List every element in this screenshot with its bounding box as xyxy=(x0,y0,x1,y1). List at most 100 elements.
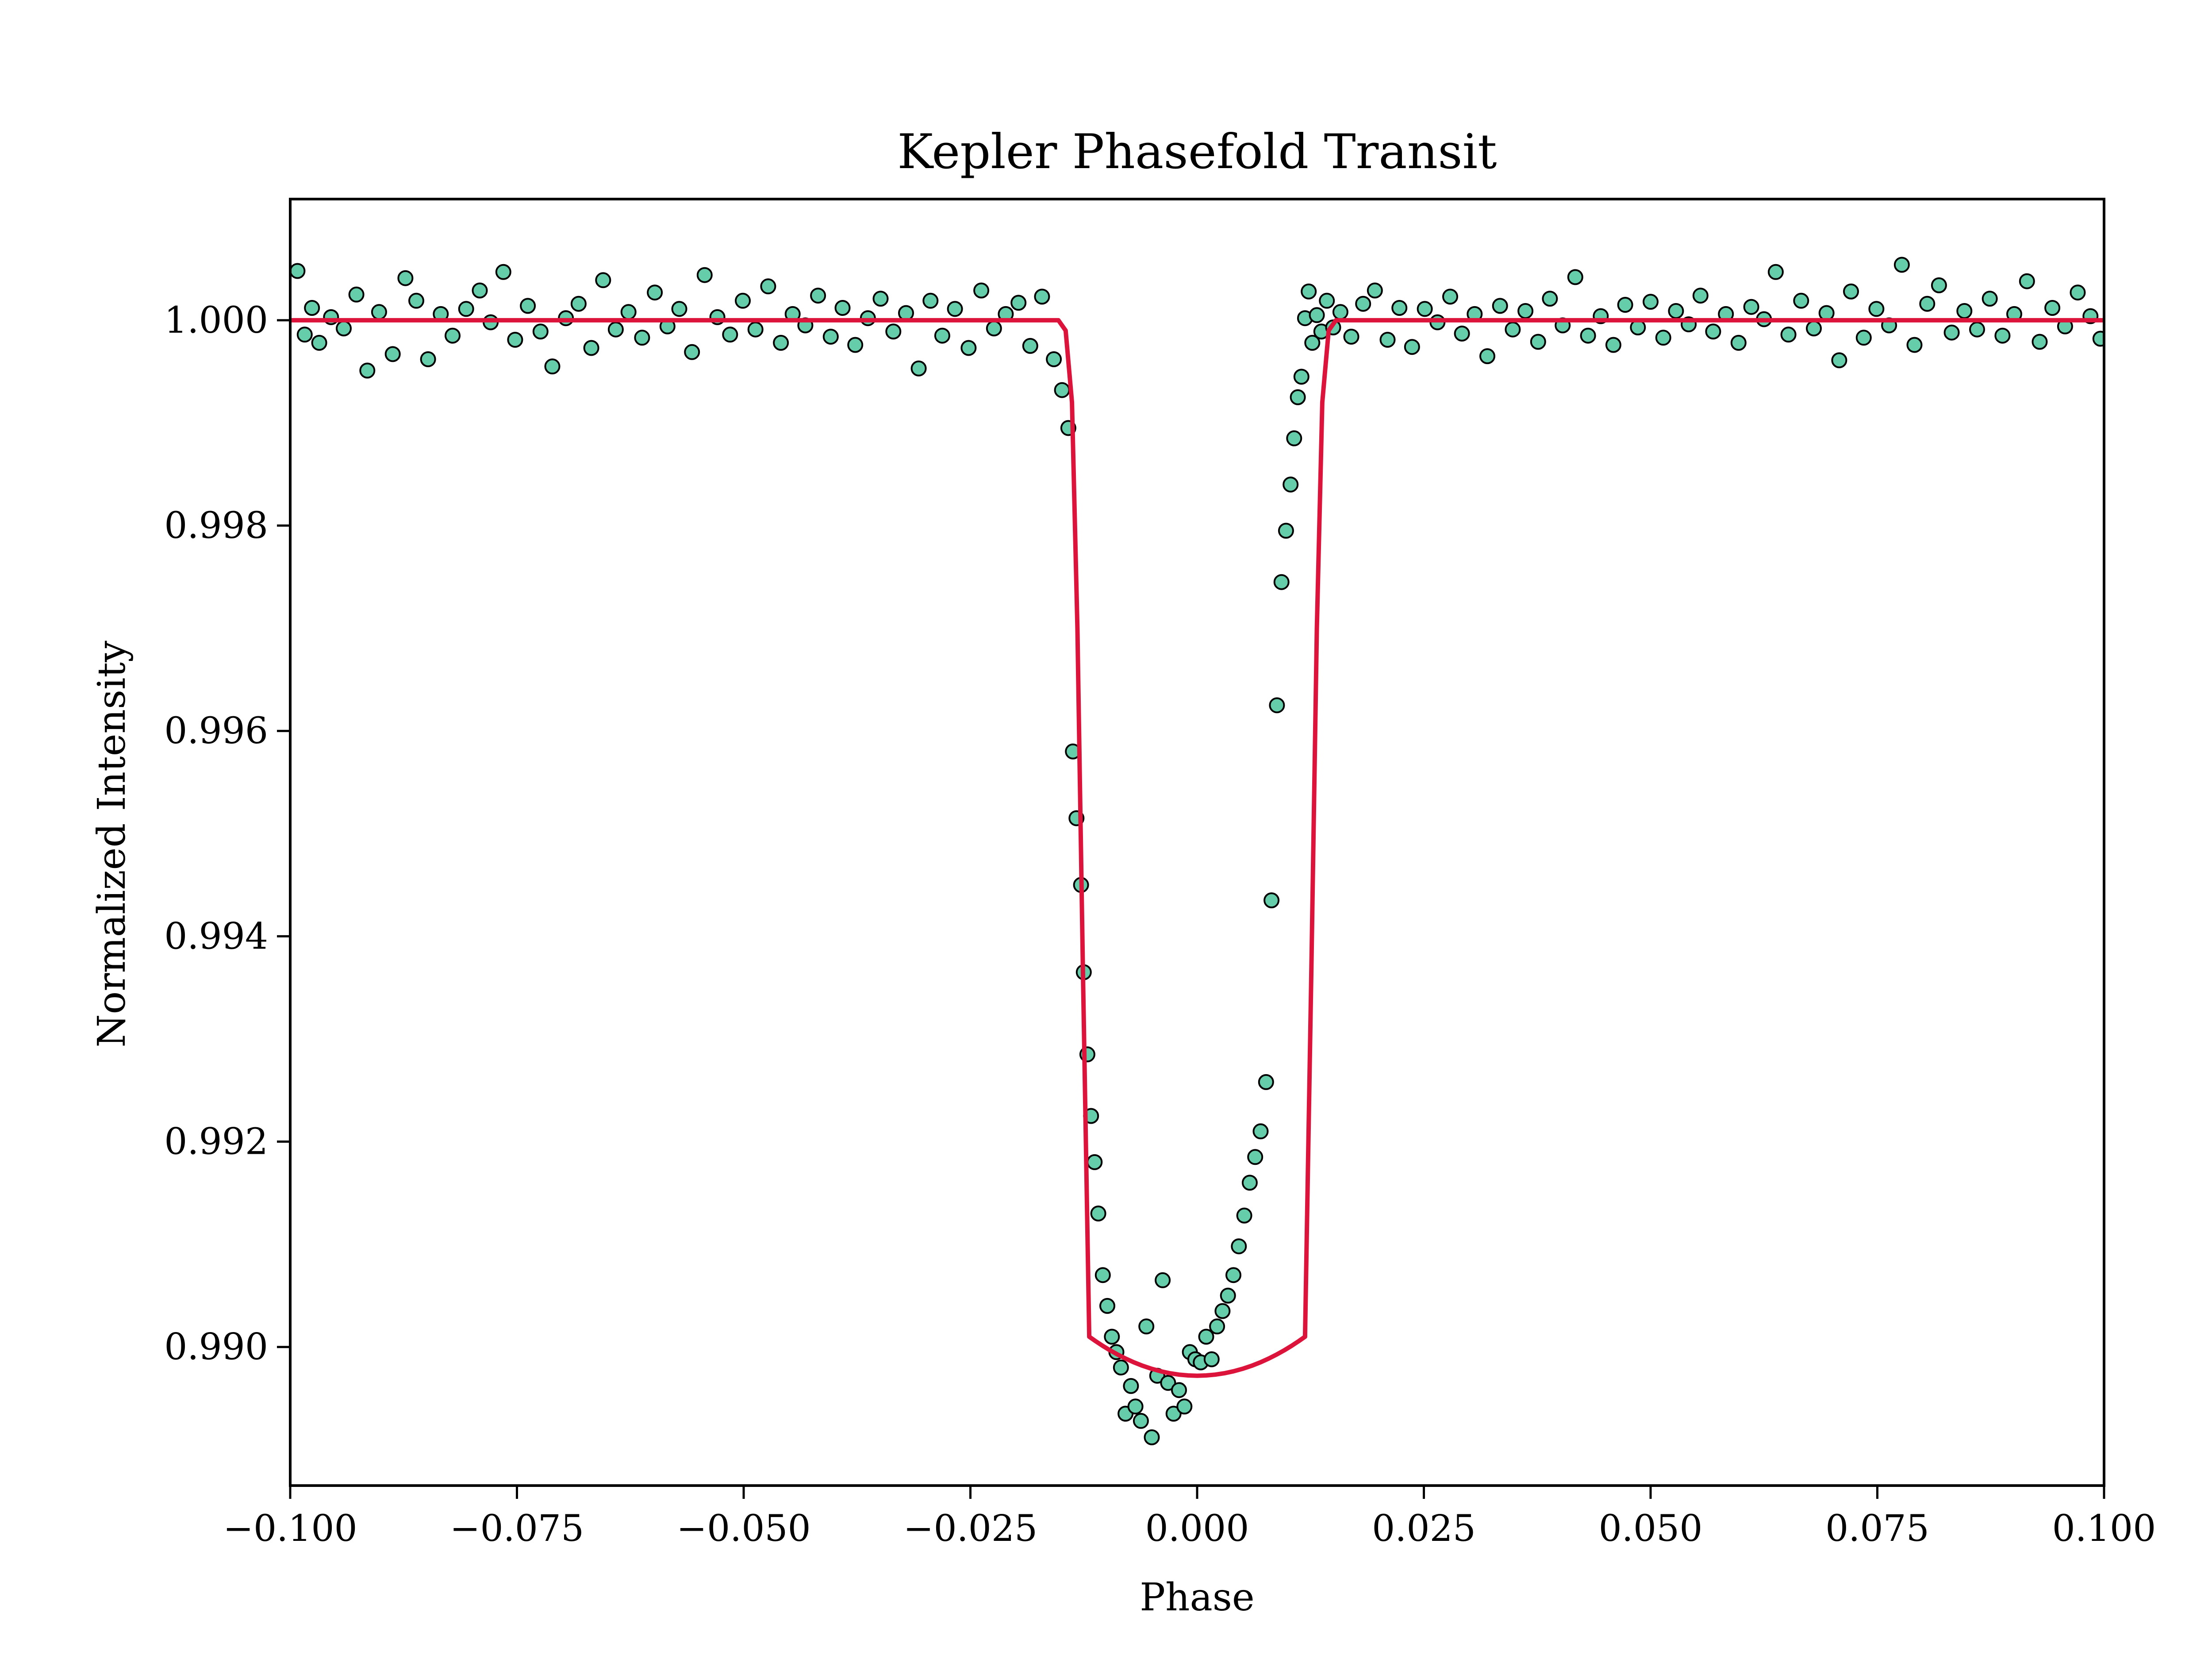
data-point xyxy=(495,264,511,280)
data-point xyxy=(1379,332,1396,348)
data-point xyxy=(1293,369,1310,385)
data-point xyxy=(311,334,327,351)
data-point xyxy=(1404,339,1420,355)
data-point xyxy=(2070,284,2086,301)
data-point xyxy=(947,301,963,317)
data-point xyxy=(872,291,889,307)
data-point xyxy=(722,326,738,343)
data-point xyxy=(1133,1413,1149,1429)
data-point xyxy=(634,330,650,346)
data-point xyxy=(296,326,313,343)
data-point xyxy=(1123,1378,1139,1394)
data-point xyxy=(290,263,306,279)
data-point xyxy=(1730,334,1747,351)
plot-clipped-group xyxy=(290,257,2104,1445)
data-point xyxy=(1956,303,1973,319)
data-point xyxy=(583,340,599,356)
data-point xyxy=(1855,330,1872,346)
chart-title: Kepler Phasefold Transit xyxy=(897,124,1497,180)
x-tick-label: −0.100 xyxy=(223,1508,357,1550)
x-tick-label: 0.050 xyxy=(1599,1508,1703,1550)
data-point xyxy=(1643,294,1659,310)
data-point xyxy=(898,305,914,321)
data-point xyxy=(1517,303,1534,319)
data-point xyxy=(1767,264,1784,280)
data-point xyxy=(1247,1149,1263,1165)
x-tick-label: −0.025 xyxy=(903,1508,1037,1550)
data-point xyxy=(397,270,414,286)
data-point xyxy=(420,351,436,367)
data-point xyxy=(1668,303,1684,319)
data-point xyxy=(472,282,488,299)
data-point xyxy=(885,323,902,340)
data-point xyxy=(735,292,751,309)
data-point xyxy=(2044,300,2061,316)
data-points xyxy=(290,257,2104,1445)
data-point xyxy=(1893,257,1910,273)
data-point xyxy=(986,320,1002,337)
data-point xyxy=(359,362,376,379)
data-point xyxy=(1567,269,1583,285)
x-tick-label: 0.075 xyxy=(1825,1508,1929,1550)
data-point xyxy=(532,323,549,340)
data-point xyxy=(1655,330,1671,346)
data-point xyxy=(1273,574,1290,590)
x-tick-label: −0.075 xyxy=(450,1508,584,1550)
data-point xyxy=(1367,282,1383,299)
data-point xyxy=(1214,1303,1231,1319)
data-point xyxy=(1580,327,1596,344)
y-tick-label: 0.992 xyxy=(164,1121,268,1163)
data-point xyxy=(458,301,474,317)
data-point xyxy=(570,296,587,312)
data-point xyxy=(445,327,461,344)
data-point xyxy=(1231,1238,1247,1255)
data-point xyxy=(1252,1123,1269,1140)
data-point xyxy=(1605,337,1621,353)
data-point xyxy=(1269,697,1285,714)
data-point xyxy=(1692,288,1709,304)
data-point xyxy=(1046,351,1062,367)
data-point xyxy=(384,346,401,362)
data-point xyxy=(1304,334,1321,351)
data-point xyxy=(1087,1154,1103,1170)
data-point xyxy=(1258,1074,1274,1090)
data-point xyxy=(520,298,536,314)
data-point xyxy=(1090,1206,1106,1221)
data-point xyxy=(1982,291,1998,307)
y-tick-label: 1.000 xyxy=(164,300,268,342)
data-point xyxy=(1010,295,1027,311)
data-point xyxy=(408,292,424,309)
y-tick-label: 0.994 xyxy=(164,915,268,957)
data-point xyxy=(973,282,990,299)
data-point xyxy=(1165,1406,1182,1422)
data-point xyxy=(1054,382,1070,398)
data-point xyxy=(620,304,637,320)
axes: −0.100 −0.075 −0.050 −0.025 0.000 0.025 0.050 0… xyxy=(164,198,2156,1550)
data-point xyxy=(910,360,927,376)
data-point xyxy=(1198,1329,1214,1345)
data-point xyxy=(747,321,764,338)
data-point xyxy=(1868,301,1885,317)
data-point xyxy=(595,272,611,288)
data-point xyxy=(1391,300,1408,316)
data-point xyxy=(1919,296,1936,312)
data-point xyxy=(2092,330,2104,347)
data-point xyxy=(1286,430,1302,446)
data-point xyxy=(1943,324,1960,341)
data-point xyxy=(1994,327,2011,344)
data-point xyxy=(1155,1272,1171,1288)
data-point xyxy=(1743,299,1759,315)
data-point xyxy=(934,327,950,344)
data-point xyxy=(696,267,713,283)
data-point xyxy=(1931,277,1947,293)
data-point xyxy=(1278,522,1294,539)
data-point xyxy=(1160,1375,1176,1391)
data-point xyxy=(1113,1359,1129,1376)
data-point xyxy=(1492,298,1508,314)
data-point xyxy=(1099,1298,1115,1314)
data-point xyxy=(1309,307,1325,323)
data-point xyxy=(336,320,352,337)
